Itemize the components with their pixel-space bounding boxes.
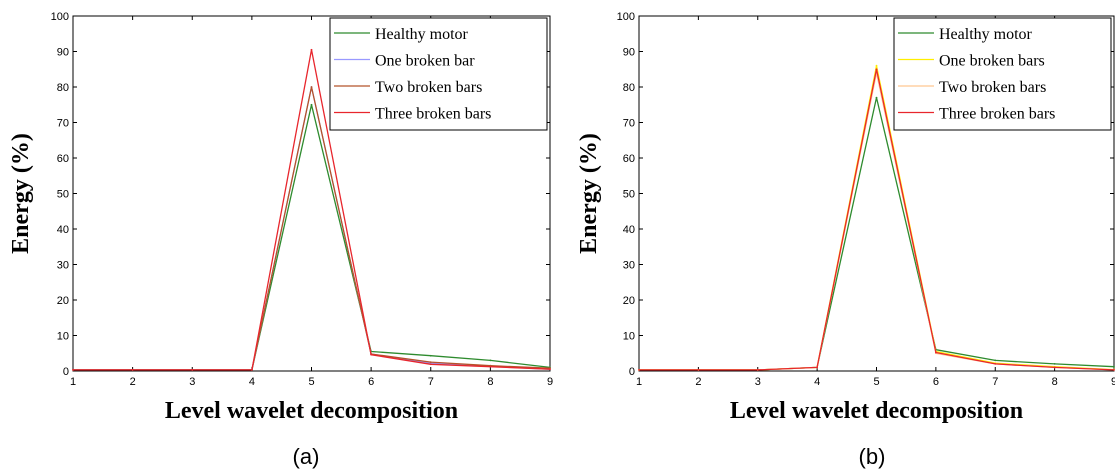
legend: Healthy motor One broken bar Two broken ba… bbox=[329, 17, 548, 131]
y-tick-label: 100 bbox=[51, 11, 69, 23]
y-tick-label: 40 bbox=[623, 224, 635, 236]
data-point bbox=[191, 369, 194, 371]
y-tick-label: 60 bbox=[57, 153, 69, 165]
y-tick-label: 100 bbox=[617, 11, 635, 23]
legend: Healthy motor One broken bars Two broken b… bbox=[893, 17, 1112, 131]
data-point bbox=[756, 369, 759, 371]
x-tick-label: 8 bbox=[1052, 376, 1058, 388]
y-tick-label: 0 bbox=[63, 366, 69, 378]
data-point bbox=[816, 366, 819, 369]
data-point bbox=[994, 359, 997, 362]
x-tick-label: 5 bbox=[308, 376, 314, 388]
panel-caption: (a) bbox=[293, 444, 320, 469]
y-tick-label: 70 bbox=[57, 118, 69, 130]
x-tick-label: 2 bbox=[130, 376, 136, 388]
data-point bbox=[549, 368, 551, 371]
y-tick-label: 40 bbox=[57, 224, 69, 236]
y-tick-label: 0 bbox=[629, 366, 635, 378]
y-tick-label: 50 bbox=[57, 189, 69, 201]
data-point bbox=[1053, 366, 1056, 369]
y-tick-label: 70 bbox=[623, 118, 635, 130]
data-point bbox=[1113, 365, 1115, 368]
x-tick-label: 3 bbox=[189, 376, 195, 388]
x-tick-label: 9 bbox=[547, 376, 553, 388]
data-point bbox=[1053, 363, 1056, 365]
chart-panel-b: 0 10 20 30 40 50 60 70 80 90 100 1 2 3 4 5 6 7 8 9 Healthy m… bbox=[576, 11, 1115, 469]
y-tick-label: 80 bbox=[623, 82, 635, 94]
chart-panel-a: 0 10 20 30 40 50 60 70 80 90 100 1 2 3 4 5 6 7 8 9 Healthy m… bbox=[8, 11, 553, 469]
y-tick-label: 90 bbox=[57, 47, 69, 59]
x-axis-label: Level wavelet decomposition bbox=[165, 398, 458, 424]
data-point bbox=[250, 369, 253, 371]
y-tick-label: 80 bbox=[57, 82, 69, 94]
y-tick-label: 10 bbox=[623, 331, 635, 343]
data-point bbox=[875, 64, 878, 67]
x-tick-label: 4 bbox=[249, 376, 255, 388]
x-tick-label: 5 bbox=[873, 376, 879, 388]
legend-label: Two broken bars bbox=[375, 79, 482, 96]
y-tick-label: 60 bbox=[623, 153, 635, 165]
y-tick-label: 10 bbox=[57, 331, 69, 343]
data-point bbox=[875, 96, 878, 99]
data-point bbox=[1113, 369, 1115, 371]
data-point bbox=[429, 361, 432, 364]
data-point bbox=[994, 363, 997, 365]
data-point bbox=[131, 369, 134, 371]
x-tick-label: 2 bbox=[695, 376, 701, 388]
data-point bbox=[429, 363, 432, 366]
x-tick-label: 9 bbox=[1111, 376, 1115, 388]
y-tick-label: 20 bbox=[623, 295, 635, 307]
legend-label: One broken bars bbox=[939, 53, 1045, 70]
data-point bbox=[370, 353, 373, 356]
x-tick-label: 7 bbox=[992, 376, 998, 388]
y-tick-label: 90 bbox=[623, 47, 635, 59]
data-point bbox=[638, 369, 640, 371]
data-point bbox=[310, 103, 313, 106]
legend-label: Healthy motor bbox=[375, 26, 469, 43]
legend-box bbox=[893, 17, 1112, 131]
x-tick-label: 8 bbox=[487, 376, 493, 388]
y-tick-label: 50 bbox=[623, 189, 635, 201]
x-tick-label: 4 bbox=[814, 376, 820, 388]
y-tick-label: 30 bbox=[57, 260, 69, 272]
x-tick-label: 7 bbox=[428, 376, 434, 388]
data-point bbox=[72, 369, 74, 371]
y-axis-label: Energy (%) bbox=[576, 133, 602, 254]
legend-label: Three broken bars bbox=[939, 106, 1055, 123]
panel-caption: (b) bbox=[859, 444, 886, 469]
x-axis-label: Level wavelet decomposition bbox=[730, 398, 1023, 424]
data-point bbox=[310, 86, 313, 88]
legend-box bbox=[329, 17, 548, 131]
x-tick-label: 3 bbox=[755, 376, 761, 388]
data-point bbox=[875, 68, 878, 71]
y-axis-label: Energy (%) bbox=[8, 133, 34, 254]
x-tick-label: 1 bbox=[636, 376, 642, 388]
legend-label: Two broken bars bbox=[939, 79, 1046, 96]
legend-label: One broken bar bbox=[375, 53, 475, 70]
legend-label: Three broken bars bbox=[375, 106, 491, 123]
x-tick-label: 6 bbox=[368, 376, 374, 388]
data-point bbox=[934, 351, 937, 354]
data-point bbox=[429, 354, 432, 357]
x-tick-label: 1 bbox=[70, 376, 76, 388]
x-tick-label: 6 bbox=[933, 376, 939, 388]
data-point bbox=[310, 48, 313, 51]
y-tick-label: 30 bbox=[623, 260, 635, 272]
data-point bbox=[489, 359, 492, 362]
legend-label: Healthy motor bbox=[939, 26, 1033, 43]
data-point bbox=[489, 365, 492, 368]
data-point bbox=[697, 369, 700, 371]
y-tick-label: 20 bbox=[57, 295, 69, 307]
